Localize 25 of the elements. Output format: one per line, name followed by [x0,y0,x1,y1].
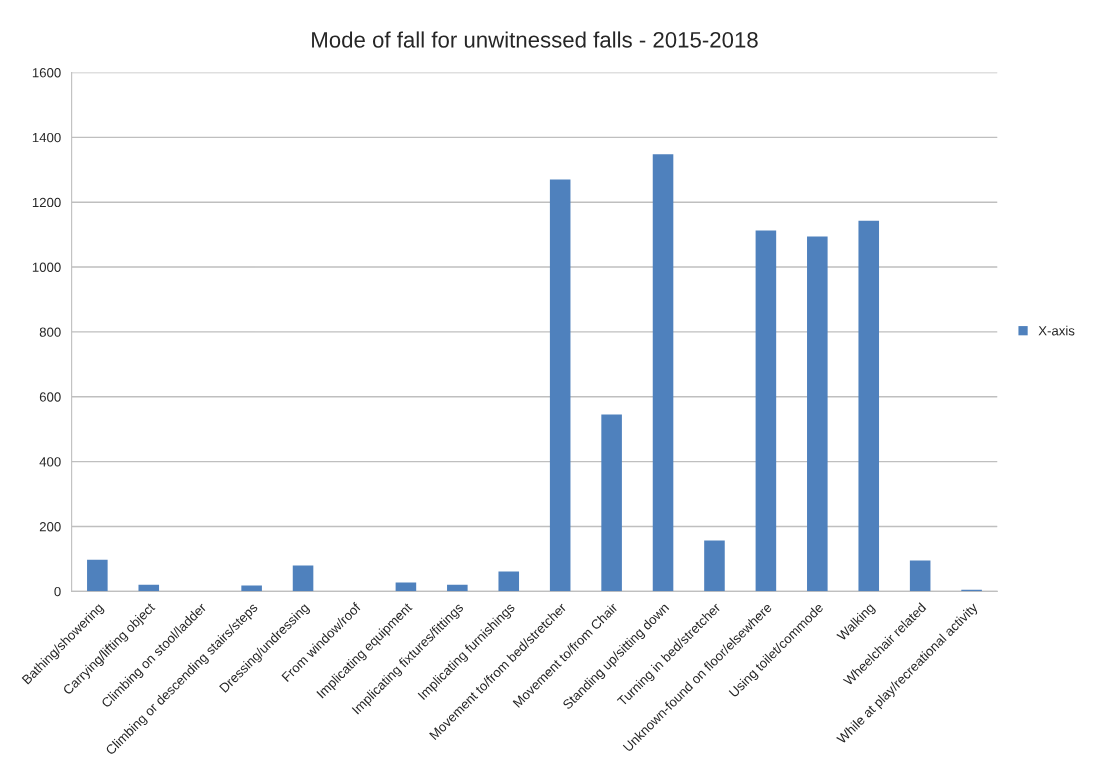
bar [858,220,880,592]
bar [601,414,622,592]
bar [909,560,931,592]
bar [292,565,314,592]
y-tick-label: 200 [39,522,61,532]
bar [807,236,828,592]
bar [87,559,108,592]
bar [447,584,468,592]
bar [241,585,262,592]
chart-title: Mode of fall for unwitnessed falls - 2015-2018 [312,31,758,48]
y-tick-label: 1600 [32,68,61,78]
y-tick-label: 600 [39,392,61,402]
y-tick-label: 1000 [32,262,61,272]
y-tick-label: 800 [39,327,61,337]
legend-label: X-axis [1038,325,1075,336]
bar [652,154,674,592]
y-tick-label: 1400 [32,132,61,143]
y-tick-label: 400 [39,457,61,467]
y-tick-label: 0 [54,586,61,597]
bar [549,179,571,592]
y-tick-label: 1200 [32,197,61,208]
bar [498,571,520,592]
bar [704,540,725,592]
bar [138,584,160,592]
bar [755,230,777,592]
